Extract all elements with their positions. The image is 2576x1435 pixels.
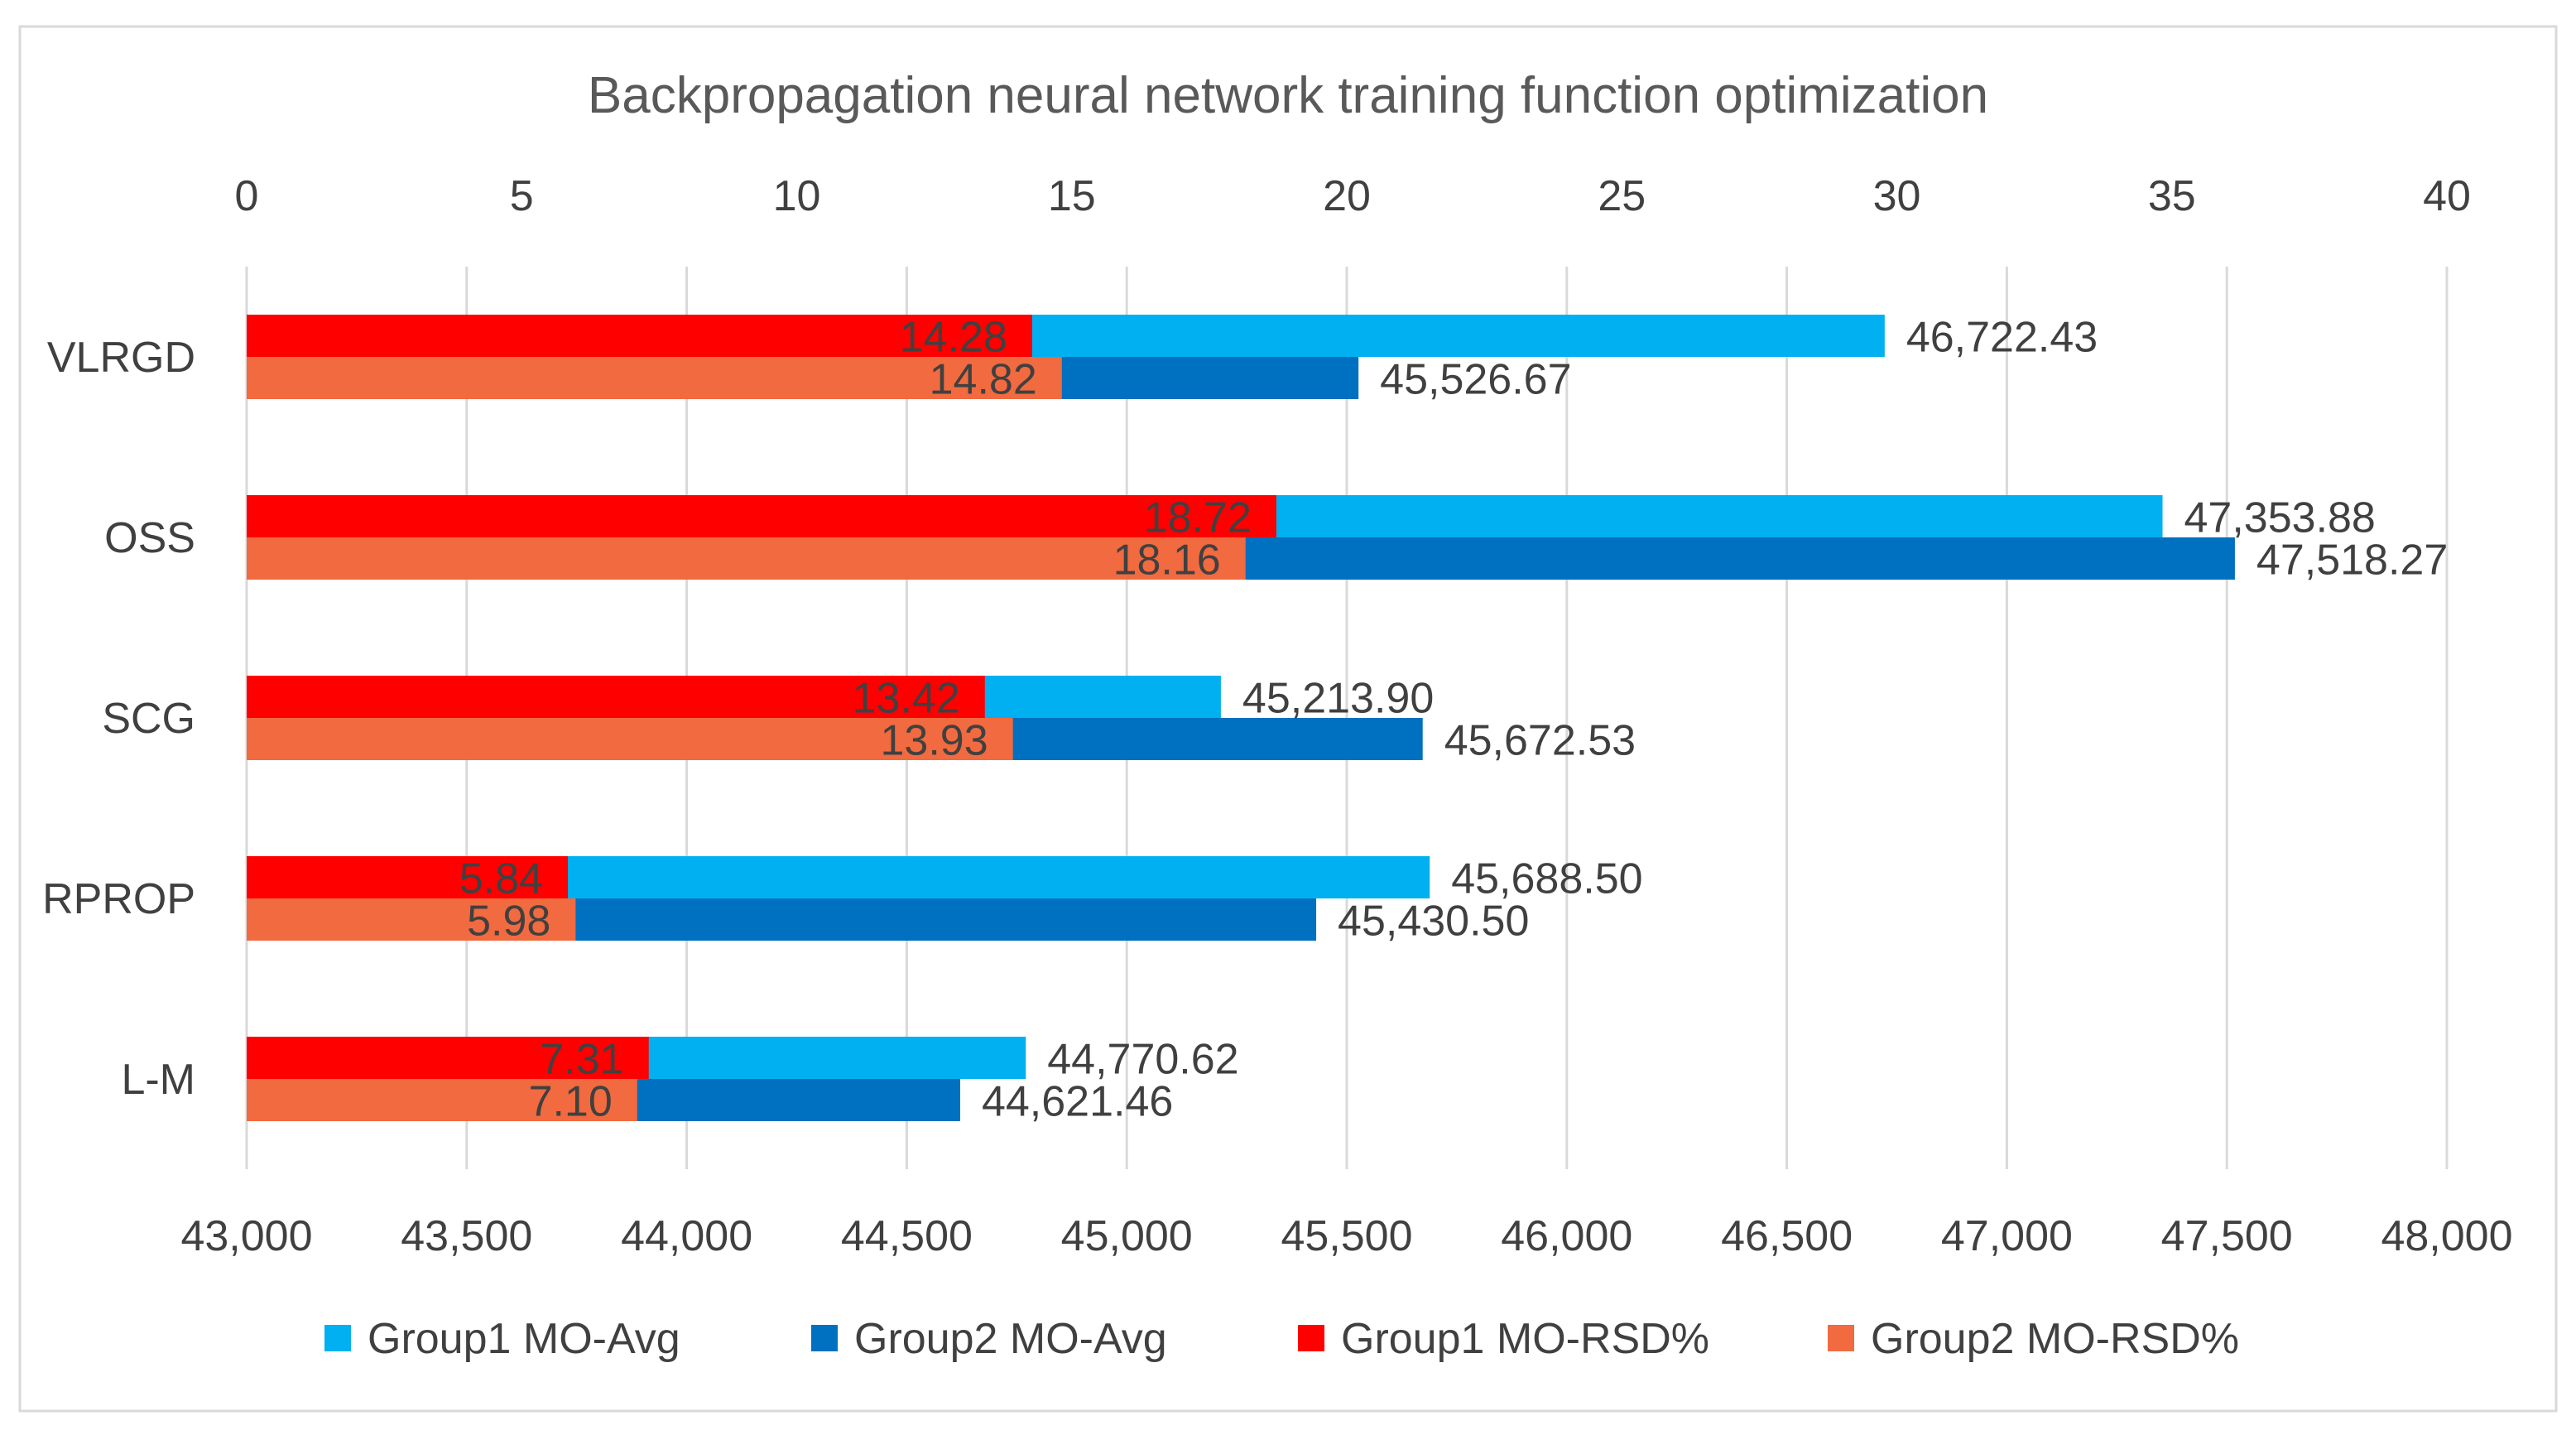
secondary-tick-label: 40 [2423, 172, 2471, 220]
data-label-group1-mo-rsd: 14.28 [900, 314, 1007, 362]
primary-tick-label: 48,000 [2381, 1212, 2512, 1260]
secondary-tick-label: 5 [510, 172, 534, 220]
secondary-axis: 0 5 10 15 20 25 30 35 40 [235, 172, 2471, 220]
data-label-group1-mo-avg: 46,722.43 [1906, 314, 2098, 362]
legend-swatch [1828, 1325, 1854, 1351]
bar-group1-mo-rsd [247, 315, 1032, 357]
primary-tick-label: 43,500 [401, 1212, 532, 1260]
bar-group2-mo-rsd [247, 357, 1062, 399]
legend-swatch [1298, 1325, 1324, 1351]
primary-axis: 43,000 43,500 44,000 44,500 45,000 45,500 46,0… [180, 1212, 2512, 1260]
data-label-group1-mo-rsd: 13.42 [853, 675, 960, 723]
gridlines [245, 267, 2449, 1169]
category-label: VLRGD [47, 334, 195, 382]
data-label-group2-mo-avg: 47,518.27 [2256, 537, 2448, 585]
secondary-tick-label: 30 [1873, 172, 1921, 220]
category-label: SCG [102, 695, 195, 743]
primary-tick-label: 44,500 [841, 1212, 973, 1260]
chart-title: Backpropagation neural network training … [588, 67, 1988, 124]
data-label-group2-mo-avg: 45,430.50 [1338, 898, 1529, 946]
bars [247, 315, 2235, 1121]
data-label-group2-mo-rsd: 7.10 [529, 1078, 613, 1126]
data-label-group2-mo-rsd: 5.98 [467, 898, 550, 946]
bar-group1-mo-rsd [247, 495, 1276, 537]
bar-group2-mo-rsd [247, 537, 1246, 580]
data-label-group1-mo-avg: 45,213.90 [1242, 675, 1434, 723]
category-label: RPROP [42, 875, 195, 923]
primary-tick-label: 46,500 [1721, 1212, 1853, 1260]
bar-group1-mo-rsd [247, 1037, 649, 1079]
bar-group1-mo-rsd [247, 676, 985, 718]
bar-group2-mo-rsd [247, 1079, 637, 1121]
data-label-group1-mo-rsd: 18.72 [1144, 494, 1252, 542]
category-label: L-M [121, 1056, 195, 1104]
data-label-group2-mo-rsd: 18.16 [1113, 537, 1221, 585]
data-label-group2-mo-avg: 45,672.53 [1444, 717, 1636, 765]
data-label-group2-mo-rsd: 14.82 [930, 356, 1037, 404]
primary-tick-label: 46,000 [1501, 1212, 1632, 1260]
primary-tick-label: 45,000 [1061, 1212, 1193, 1260]
data-label-group1-mo-rsd: 5.84 [459, 855, 543, 903]
bar-group2-mo-rsd [247, 718, 1013, 760]
data-label-group2-mo-rsd: 13.93 [881, 717, 988, 765]
secondary-tick-label: 15 [1048, 172, 1096, 220]
primary-tick-label: 44,000 [621, 1212, 752, 1260]
legend-label: Group2 MO-RSD% [1871, 1315, 2239, 1363]
secondary-tick-label: 20 [1323, 172, 1371, 220]
data-label-group2-mo-avg: 44,621.46 [982, 1078, 1173, 1126]
legend-swatch [324, 1325, 351, 1351]
category-axis: VLRGD OSS SCG RPROP L-M [42, 334, 195, 1104]
data-label-group1-mo-avg: 45,688.50 [1451, 855, 1642, 903]
bar-group2-mo-rsd [247, 898, 576, 941]
legend-swatch [811, 1325, 838, 1351]
secondary-tick-label: 35 [2148, 172, 2196, 220]
bar-group1-mo-rsd [247, 856, 569, 898]
primary-tick-label: 45,500 [1281, 1212, 1412, 1260]
legend-label: Group1 MO-Avg [368, 1315, 680, 1363]
data-label-group1-mo-rsd: 7.31 [541, 1036, 624, 1084]
legend-label: Group2 MO-Avg [854, 1315, 1167, 1363]
secondary-tick-label: 10 [773, 172, 821, 220]
primary-tick-label: 47,500 [2161, 1212, 2293, 1260]
primary-tick-label: 43,000 [180, 1212, 312, 1260]
legend: Group1 MO-Avg Group2 MO-Avg Group1 MO-RSD%… [324, 1315, 2239, 1363]
secondary-tick-label: 0 [235, 172, 259, 220]
primary-tick-label: 47,000 [1941, 1212, 2073, 1260]
category-label: OSS [104, 514, 195, 562]
secondary-tick-label: 25 [1598, 172, 1646, 220]
data-label-group2-mo-avg: 45,526.67 [1380, 356, 1571, 404]
data-label-group1-mo-avg: 44,770.62 [1047, 1036, 1238, 1084]
legend-label: Group1 MO-RSD% [1341, 1315, 1709, 1363]
data-label-group1-mo-avg: 47,353.88 [2184, 494, 2376, 542]
